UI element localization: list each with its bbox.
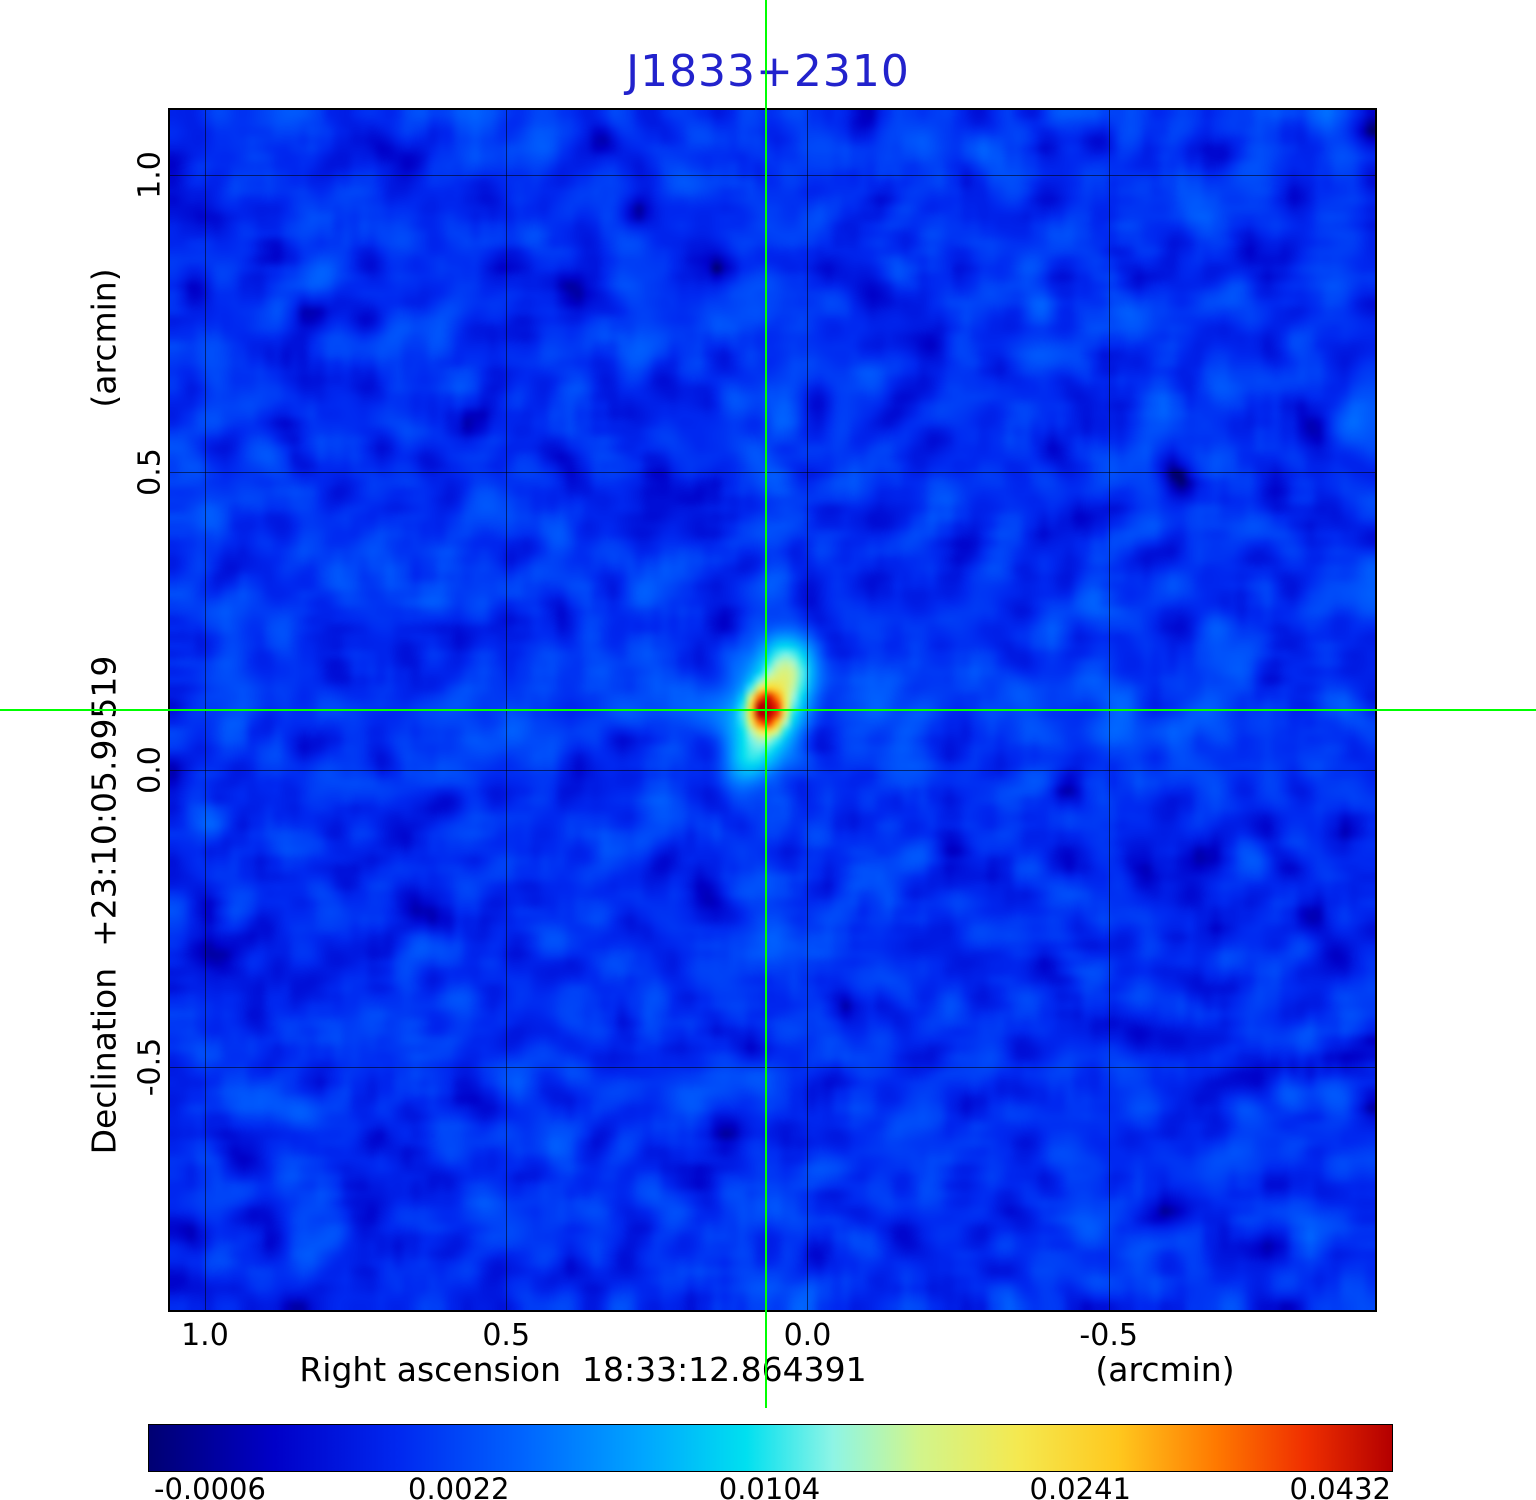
colorbar-tick-label: 0.0241	[1029, 1472, 1131, 1500]
x-tick-label: 1.0	[181, 1318, 229, 1353]
y-axis-unit: (arcmin)	[84, 268, 124, 408]
figure-title: J1833+2310	[626, 46, 910, 97]
colorbar-gradient-canvas	[149, 1425, 1392, 1471]
crosshair-vertical-line	[765, 0, 768, 1408]
colorbar-tick-label: 0.0104	[718, 1472, 821, 1500]
colorbar-tick-label: 0.0432	[1289, 1472, 1391, 1500]
x-tick-label: 0.0	[783, 1318, 832, 1353]
colorbar-tick-label: 0.0022	[408, 1472, 510, 1500]
x-axis-unit: (arcmin)	[1095, 1350, 1235, 1389]
y-tick-label: 1.0	[132, 150, 168, 199]
x-axis-title: Right ascension 18:33:12.864391	[299, 1350, 867, 1389]
colorbar	[148, 1424, 1393, 1472]
y-axis-title: Declination +23:10:05.99519	[84, 655, 124, 1155]
x-tick-label: -0.5	[1079, 1318, 1138, 1353]
crosshair-horizontal-line	[0, 708, 1536, 711]
colorbar-tick-label: -0.0006	[154, 1472, 266, 1500]
y-tick-label: 0.0	[132, 745, 168, 794]
y-tick-label: 0.5	[132, 448, 168, 497]
x-tick-label: 0.5	[482, 1318, 531, 1353]
y-tick-label: -0.5	[132, 1037, 168, 1097]
